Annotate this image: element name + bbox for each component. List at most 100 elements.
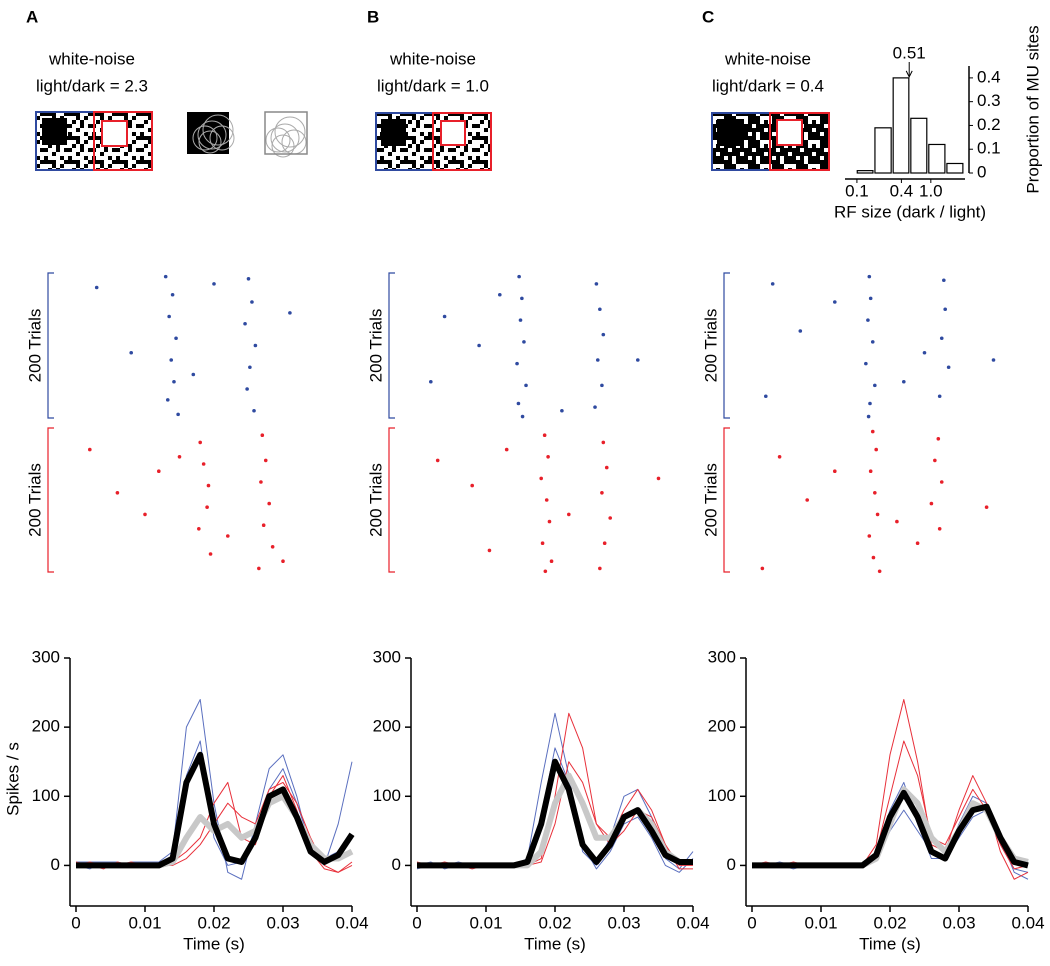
spike — [867, 534, 872, 538]
spike — [429, 379, 433, 384]
spike — [115, 491, 120, 495]
x-tick-label: 0.4 — [890, 181, 914, 200]
spike — [259, 480, 263, 484]
spike — [984, 505, 989, 510]
x-tick-label: 1.0 — [919, 181, 943, 200]
arrow-head — [905, 70, 913, 79]
trace — [417, 772, 693, 869]
x-tick-label: 0.04 — [676, 913, 709, 932]
spike — [177, 455, 182, 459]
y-axis-label: Proportion of MU sites — [1023, 25, 1042, 193]
spike — [866, 318, 870, 322]
spike — [939, 480, 944, 484]
spike — [867, 274, 872, 279]
spike — [543, 569, 548, 574]
spike — [870, 340, 875, 344]
trial-label: 200 Trials — [25, 463, 44, 537]
axes — [69, 658, 352, 907]
spike — [253, 343, 258, 348]
spike — [252, 408, 256, 413]
x-tick-label: 0.01 — [128, 913, 161, 932]
y-tick-label: 0.3 — [977, 91, 1001, 110]
spike — [866, 414, 871, 419]
spike — [873, 383, 877, 388]
spike — [567, 512, 571, 517]
axes — [845, 66, 970, 180]
spike — [943, 307, 947, 312]
spike — [946, 365, 951, 370]
spike — [248, 365, 252, 370]
spike — [601, 332, 606, 337]
spike — [524, 383, 528, 388]
x-tick-label: 0.03 — [942, 913, 975, 932]
spike — [515, 361, 519, 366]
y-tick-label: 0 — [977, 162, 986, 181]
spike — [600, 383, 604, 388]
x-tick-label: 0.02 — [873, 913, 906, 932]
y-tick-label: 200 — [708, 717, 736, 736]
spike — [868, 469, 873, 474]
trial-bracket — [47, 272, 54, 419]
spike — [595, 358, 600, 362]
y-tick-label: 0.1 — [977, 139, 1001, 158]
trial-bracket — [723, 272, 730, 419]
panel-letter: B — [367, 7, 379, 26]
spike — [94, 285, 99, 290]
spike — [598, 307, 602, 312]
spike — [939, 336, 944, 341]
x-tick-label: 0 — [747, 913, 756, 932]
x-tick-label: 0.02 — [197, 913, 230, 932]
spike — [88, 447, 92, 452]
spike — [608, 516, 612, 520]
spike — [942, 278, 946, 283]
spike — [522, 340, 526, 344]
y-tick-label: 0 — [392, 855, 401, 874]
hist-bar — [856, 170, 874, 174]
spike — [498, 292, 502, 297]
spike — [874, 447, 878, 452]
hist-bar — [910, 117, 928, 174]
spike — [245, 387, 249, 391]
spike — [600, 491, 604, 495]
x-axis-label: Time (s) — [183, 934, 245, 953]
spike — [261, 523, 266, 527]
spike — [760, 566, 765, 571]
spike — [598, 566, 602, 571]
spike — [602, 541, 607, 545]
hist-bar — [874, 127, 892, 174]
spike — [549, 559, 554, 563]
trial-bracket — [723, 427, 730, 573]
spike — [169, 358, 174, 362]
axes — [410, 658, 693, 907]
spike — [263, 458, 268, 463]
trial-bracket — [47, 427, 54, 573]
spike — [546, 455, 550, 459]
spike — [205, 505, 209, 510]
spike — [281, 559, 285, 563]
trace — [751, 698, 1029, 880]
spike — [601, 440, 606, 445]
trial-label: 200 Trials — [366, 309, 385, 383]
x-tick-label: 0.02 — [538, 913, 571, 932]
stimulus-title: white-noise — [48, 49, 135, 68]
trace — [76, 751, 355, 869]
y-tick-label: 100 — [32, 786, 60, 805]
spike — [435, 458, 440, 463]
spike — [170, 292, 175, 297]
spike — [520, 296, 524, 301]
spike — [270, 545, 275, 549]
axes — [745, 658, 1028, 907]
spike — [868, 296, 873, 301]
spike — [288, 311, 292, 315]
hist-bar — [928, 143, 946, 174]
spike — [936, 437, 941, 441]
x-tick-label: 0 — [412, 913, 421, 932]
spike — [520, 414, 525, 419]
spike — [208, 552, 213, 556]
spike — [873, 491, 877, 495]
spike — [777, 455, 782, 459]
trial-label: 200 Trials — [701, 463, 720, 537]
x-axis-label: RF size (dark / light) — [834, 202, 986, 221]
spike — [442, 314, 447, 319]
